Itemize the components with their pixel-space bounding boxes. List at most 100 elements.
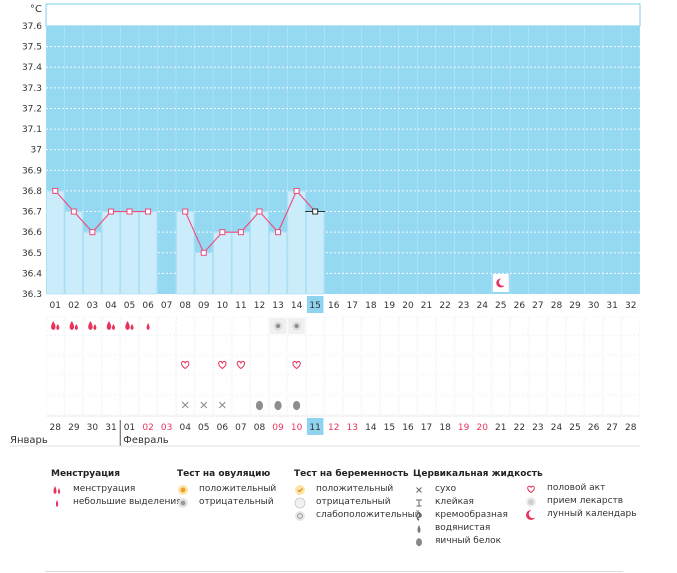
y-tick-label: 36.7 [22,208,42,218]
symptom-cell [231,395,251,415]
symptom-cell [510,355,529,375]
date-label: 30 [87,423,99,433]
legend-item: яичный белок [413,535,543,548]
symptom-cell [250,375,269,395]
temperature-point [312,208,319,215]
symptom-cell [584,395,603,415]
legend-item: отрицательный [294,496,421,509]
symptom-cell [510,335,529,355]
cycle-day-label: 12 [254,301,265,311]
legend-item: положительный [294,483,421,496]
symptom-cell [250,355,269,375]
pregnancy-positive-icon [294,484,306,496]
symptom-cell [584,375,603,395]
symptom-cell [398,316,418,336]
symptom-cell [64,335,84,355]
watery-drop-icon [413,523,425,535]
symptom-cell [343,375,362,395]
date-label: 06 [217,423,229,433]
symptom-cell [46,335,65,355]
symptom-cell [324,375,343,395]
symptom-cell [584,335,603,355]
legend-menstruation: Менструация менструация небольшие выделе… [51,469,182,509]
symptom-cell [231,375,251,395]
symptom-cell [343,335,362,355]
temperature-point [126,208,133,215]
symptom-cell [547,355,566,375]
temperature-bar [139,211,158,295]
symptom-cell [491,355,510,375]
symptom-cell [120,395,139,415]
y-tick-label: 36.6 [22,228,42,238]
date-label: 05 [198,423,209,433]
symptom-cell [213,375,232,395]
symptom-cell [473,316,492,336]
temperature-bar [194,252,213,295]
y-tick-label: 37.6 [22,22,42,32]
bbt-chart: °C 37.6 37.5 37.4 37.3 37.2 37.1 37 36.9 36.8 36.… [10,3,641,447]
symptom-cell [491,395,510,415]
cycle-day-label: 27 [532,301,543,311]
symptom-cell [120,375,139,395]
date-label: 03 [161,423,172,433]
drop-light-icon [146,323,150,330]
cycle-day-label: 03 [87,301,98,311]
date-label: 27 [606,423,617,433]
cycle-day-label: 10 [217,301,229,311]
drop-heavy-icon [130,324,134,330]
moon-icon-mask [498,278,507,286]
y-tick-label: 37.3 [22,84,42,94]
eggwhite-icon [255,400,264,411]
current-day-cell [306,296,324,313]
temperature-bar [213,231,232,295]
symptom-cell [417,335,436,355]
legend-label: лунный календарь [547,509,637,519]
symptom-cell [305,316,325,336]
symptom-cell [250,316,269,336]
cycle-day-label: 06 [142,301,154,311]
bottom-divider [45,571,623,572]
symptom-cell [324,316,343,336]
y-tick-label: 37.5 [22,43,42,53]
date-label: 10 [291,423,303,433]
temperature-point [70,208,77,215]
drop-heavy-icon [51,321,56,330]
y-axis: 37.6 37.5 37.4 37.3 37.2 37.1 37 36.9 36.8 36.7 36… [22,22,42,300]
temperature-point [52,187,59,194]
heart-icon [236,360,246,370]
date-label: 23 [532,423,543,433]
symptom-cell [565,316,585,336]
date-label: 31 [105,423,116,433]
symptom-cell [176,335,195,355]
symptom-cell [101,375,121,395]
symptom-cell [528,375,548,395]
date-label: 14 [365,423,377,433]
legend-label: отрицательный [199,497,274,507]
dry-cross-icon [413,484,425,496]
symptom-cell [305,335,325,355]
symptom-cell [491,335,510,355]
symptom-cell [64,375,84,395]
symptom-cell [510,395,529,415]
legend-label: кремообразная [435,510,508,520]
symptom-cell [380,335,399,355]
symptom-cell [250,335,269,355]
cycle-day-label: 17 [347,301,358,311]
symptom-cell [547,395,566,415]
symptom-cell [361,375,381,395]
symptom-cell [157,355,176,375]
date-label: 15 [384,423,395,433]
cycle-day-label: 19 [384,301,396,311]
temperature-bar [287,190,306,295]
symptom-cell [417,316,436,336]
y-tick-label: 37.4 [22,63,42,73]
legend-item: кремообразная [413,509,543,522]
symptom-cell [64,355,84,375]
temperature-point [107,208,114,215]
date-label: 29 [68,423,80,433]
symptom-cell [194,316,213,336]
cycle-day-label: 07 [161,301,172,311]
eggwhite-icon [274,400,282,411]
temperature-bars [46,190,325,295]
y-tick-label: 37.2 [22,104,42,114]
